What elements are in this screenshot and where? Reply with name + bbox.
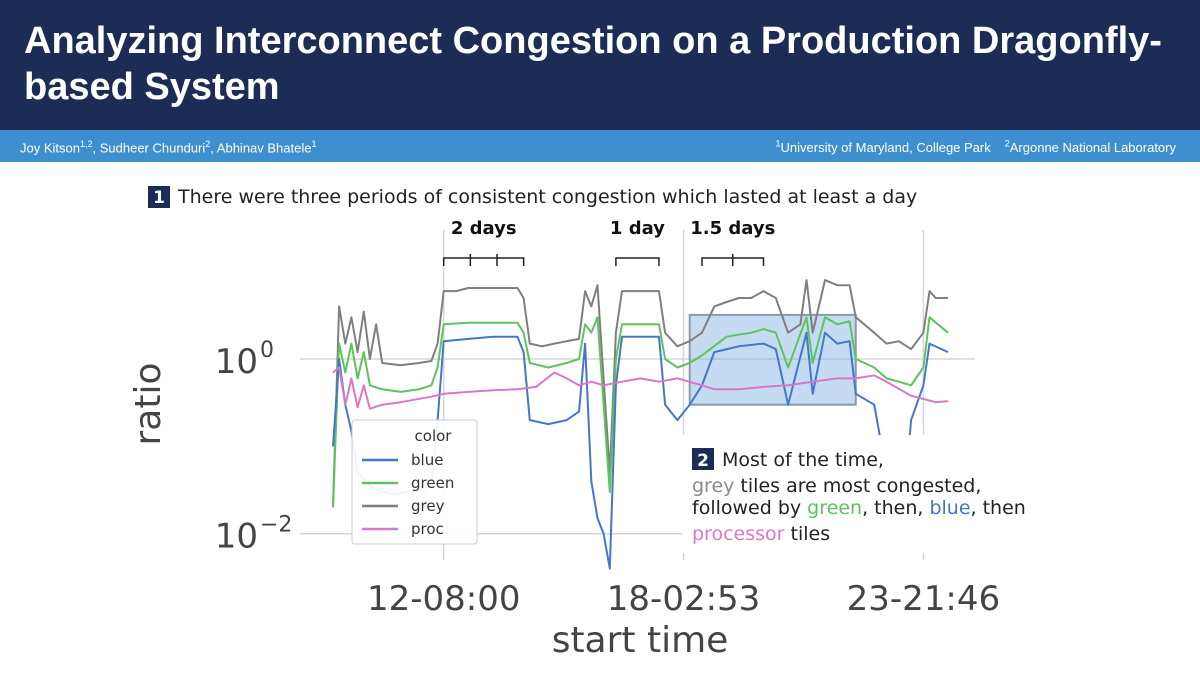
callout-2-line: followed by green, then, blue, then [692, 497, 1026, 519]
congestion-chart: 1 There were three periods of consistent… [128, 186, 1026, 661]
callout-1-number-box [148, 186, 170, 208]
author-name: Abhinav Bhatele [216, 140, 312, 156]
title-banner [0, 0, 1200, 130]
callout-2-number: 2 [697, 451, 709, 471]
callout-2-segment: tiles are most congested, [734, 475, 981, 497]
period-annotation: 1.5 days [690, 218, 775, 266]
callout-2-segment: , then, [862, 497, 929, 519]
callout-2-background [682, 435, 1022, 553]
callout-1: 1 There were three periods of consistent… [148, 186, 917, 208]
y-axis-label: ratio [128, 362, 169, 445]
author-superscript: 2 [205, 139, 211, 149]
period-annotations: 2 days 1 day 1.5 days [442, 218, 775, 266]
legend-label: grey [411, 497, 445, 515]
y-tick-exponent: 0 [260, 338, 274, 363]
callout-2-number-box [692, 448, 714, 470]
x-tick-label: 23-21:46 [847, 579, 1001, 619]
callout-2-segment: grey [692, 475, 734, 497]
highlight-box [688, 313, 857, 406]
callout-1-number: 1 [153, 188, 165, 208]
callout-2-segment: followed by [692, 497, 807, 519]
slide-title: Analyzing Interconnect Congestion on a P… [24, 20, 1162, 108]
affiliation: 2Argonne National Laboratory [1004, 139, 1176, 156]
x-tick-label: 18-02:53 [607, 579, 761, 619]
affiliation: 1University of Maryland, College Park [775, 139, 991, 156]
affiliation-list: 1University of Maryland, College Park 2Ar… [775, 139, 1176, 155]
period-label: 1 day [610, 218, 665, 239]
period-bracket [442, 257, 525, 266]
author-list: Joy Kitson1,2, Sudheer Chunduri2, Abhina… [20, 139, 317, 156]
y-tick-base: 10 [215, 342, 258, 382]
callout-2: 2 Most of the time, grey tiles are most co… [682, 435, 1026, 553]
legend-entry: grey [362, 497, 445, 515]
callout-2-segment: , then [971, 497, 1026, 519]
callout-2-segment: blue [929, 497, 970, 519]
callout-2-line: Most of the time, [722, 449, 884, 471]
affiliation-name: Argonne National Laboratory [1009, 140, 1176, 156]
author-bar [0, 130, 1200, 162]
affiliation-superscript: 2 [1004, 139, 1010, 149]
legend: color blue green grey proc [351, 419, 478, 545]
callout-2-segment: green [807, 497, 862, 519]
author-superscript: 1 [311, 139, 317, 149]
legend-entry: green [362, 474, 454, 492]
x-ticks: 12-08:00 18-02:53 23-21:46 [367, 579, 1000, 619]
period-label: 1.5 days [690, 218, 775, 239]
y-tick-label: 10 −2 [215, 513, 293, 557]
period-annotation: 1 day [610, 218, 665, 266]
callout-2-segment: tiles [784, 523, 830, 545]
author-name: Sudheer Chunduri [99, 140, 206, 156]
x-axis-label: start time [552, 620, 729, 661]
series-line-proc [332, 366, 949, 410]
callout-1-text: There were three periods of consistent c… [177, 186, 917, 208]
callout-2-segment: Most of the time, [722, 449, 884, 471]
callout-2-line: grey tiles are most congested, [692, 475, 981, 497]
series-line-grey [332, 279, 948, 508]
legend-label: blue [411, 451, 443, 469]
author-superscript: 1,2 [79, 139, 93, 149]
highlight-region [688, 313, 857, 406]
callout-2-line: processor tiles [692, 523, 830, 545]
y-tick-exponent: −2 [260, 513, 292, 538]
legend-entry: proc [362, 520, 444, 538]
affiliation-name: University of Maryland, College Park [780, 140, 991, 156]
period-label: 2 days [451, 218, 517, 239]
legend-label: green [411, 474, 454, 492]
author-name: Joy Kitson [20, 140, 80, 156]
legend-box [351, 419, 478, 545]
period-annotation: 2 days [442, 218, 525, 266]
y-tick-base: 10 [215, 517, 258, 557]
x-tick-label: 12-08:00 [367, 579, 521, 619]
period-bracket [615, 257, 660, 266]
callout-2-segment: processor [692, 523, 785, 545]
legend-entry: blue [362, 451, 443, 469]
y-tick-label: 10 0 [215, 338, 274, 382]
legend-title: color [415, 427, 453, 445]
legend-label: proc [411, 520, 444, 538]
affiliation-superscript: 1 [775, 139, 781, 149]
series-line-green [332, 316, 949, 508]
